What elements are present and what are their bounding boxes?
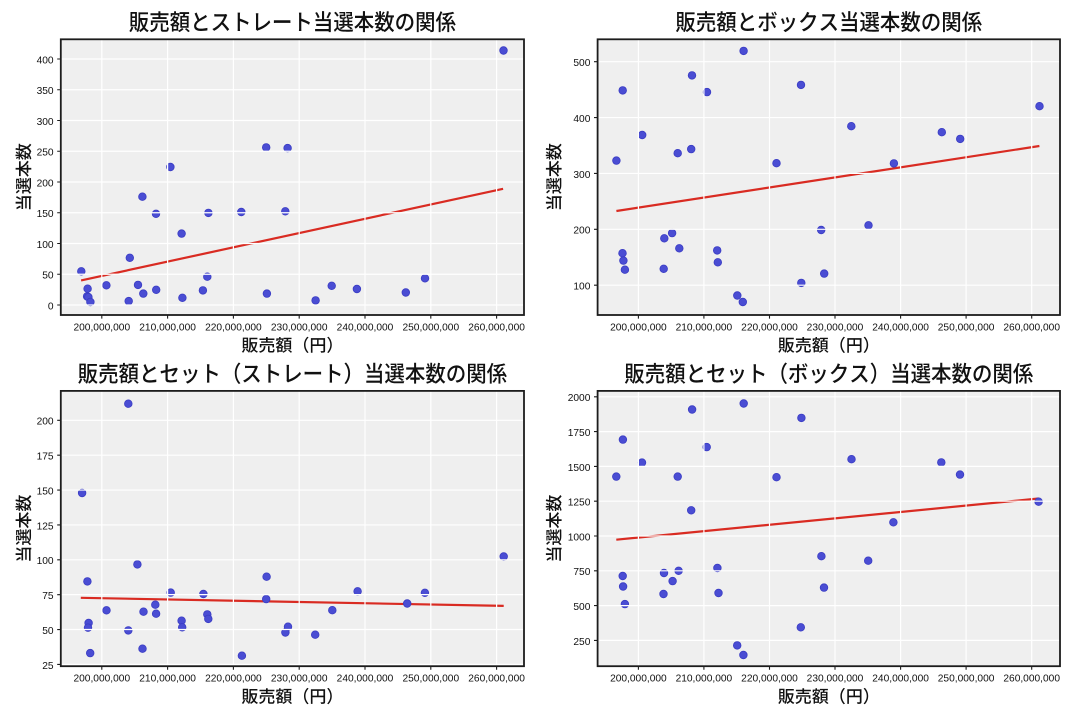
svg-text:260,000,000: 260,000,000 [468, 674, 525, 685]
svg-text:1000: 1000 [568, 532, 591, 543]
svg-text:240,000,000: 240,000,000 [872, 674, 929, 685]
svg-text:2000: 2000 [568, 393, 591, 404]
svg-text:240,000,000: 240,000,000 [872, 322, 929, 333]
svg-text:220,000,000: 220,000,000 [205, 322, 262, 333]
svg-text:1250: 1250 [568, 498, 591, 509]
svg-text:250,000,000: 250,000,000 [938, 674, 995, 685]
svg-text:500: 500 [573, 602, 590, 613]
svg-text:260,000,000: 260,000,000 [468, 322, 525, 333]
svg-text:200,000,000: 200,000,000 [73, 674, 130, 685]
svg-text:50: 50 [42, 626, 54, 637]
svg-text:150: 150 [37, 209, 54, 220]
svg-text:1500: 1500 [568, 463, 591, 474]
svg-text:210,000,000: 210,000,000 [139, 674, 196, 685]
svg-text:100: 100 [37, 556, 54, 567]
svg-text:230,000,000: 230,000,000 [271, 322, 328, 333]
svg-text:200: 200 [37, 178, 54, 189]
svg-text:400: 400 [573, 114, 590, 125]
svg-text:75: 75 [42, 591, 54, 602]
svg-text:210,000,000: 210,000,000 [139, 322, 196, 333]
svg-text:500: 500 [573, 58, 590, 69]
svg-text:240,000,000: 240,000,000 [337, 322, 394, 333]
svg-text:220,000,000: 220,000,000 [741, 322, 798, 333]
svg-text:750: 750 [573, 567, 590, 578]
svg-text:230,000,000: 230,000,000 [807, 322, 864, 333]
svg-text:100: 100 [37, 240, 54, 251]
svg-text:250,000,000: 250,000,000 [402, 674, 459, 685]
svg-text:250: 250 [37, 148, 54, 159]
svg-text:200,000,000: 200,000,000 [610, 322, 667, 333]
svg-text:250,000,000: 250,000,000 [938, 322, 995, 333]
svg-text:220,000,000: 220,000,000 [741, 674, 798, 685]
svg-text:220,000,000: 220,000,000 [205, 674, 262, 685]
svg-text:200: 200 [573, 226, 590, 237]
svg-text:210,000,000: 210,000,000 [676, 674, 733, 685]
svg-text:300: 300 [573, 170, 590, 181]
svg-text:50: 50 [42, 271, 54, 282]
svg-text:400: 400 [37, 55, 54, 66]
svg-text:200,000,000: 200,000,000 [610, 674, 667, 685]
svg-text:250: 250 [573, 637, 590, 648]
svg-text:300: 300 [37, 117, 54, 128]
svg-text:210,000,000: 210,000,000 [676, 322, 733, 333]
svg-text:240,000,000: 240,000,000 [337, 674, 394, 685]
svg-text:350: 350 [37, 86, 54, 97]
svg-text:0: 0 [48, 301, 54, 312]
svg-text:200,000,000: 200,000,000 [73, 322, 130, 333]
svg-text:260,000,000: 260,000,000 [1003, 674, 1060, 685]
svg-text:260,000,000: 260,000,000 [1003, 322, 1060, 333]
svg-text:230,000,000: 230,000,000 [271, 674, 328, 685]
svg-text:150: 150 [37, 486, 54, 497]
svg-text:100: 100 [573, 282, 590, 293]
svg-text:1750: 1750 [568, 428, 591, 439]
svg-text:25: 25 [42, 661, 54, 672]
svg-text:250,000,000: 250,000,000 [402, 322, 459, 333]
svg-text:175: 175 [37, 452, 54, 463]
svg-text:230,000,000: 230,000,000 [807, 674, 864, 685]
svg-text:125: 125 [37, 521, 54, 532]
svg-text:200: 200 [37, 417, 54, 428]
